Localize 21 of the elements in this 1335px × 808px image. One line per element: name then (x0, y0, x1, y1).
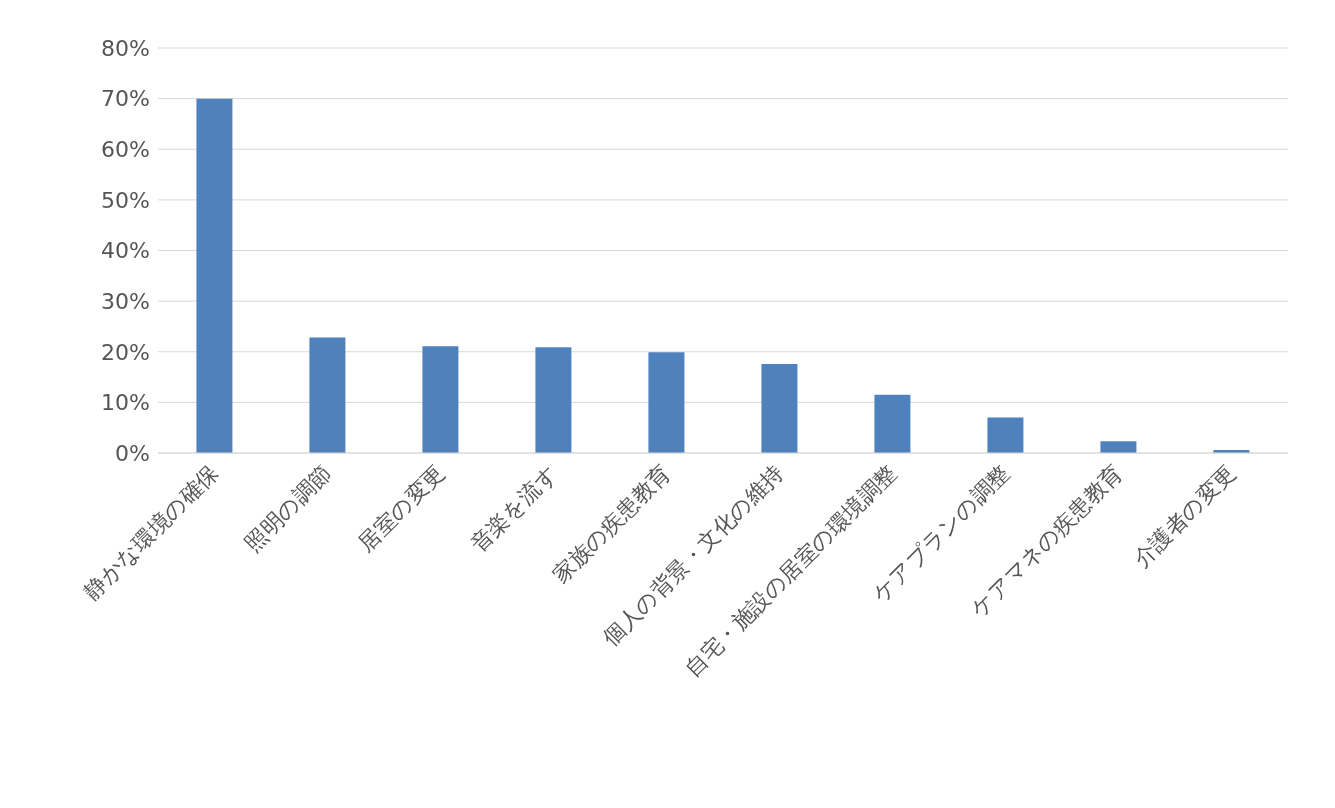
x-tick-label: 介護者の変更 (1128, 460, 1241, 572)
bar (987, 417, 1024, 453)
bar (761, 363, 798, 453)
bar (309, 337, 346, 453)
y-tick-label: 80% (101, 35, 150, 61)
bar (535, 347, 572, 453)
y-tick-label: 50% (101, 187, 150, 213)
y-tick-label: 10% (101, 390, 150, 416)
bar (196, 98, 233, 453)
y-tick-label: 60% (101, 137, 150, 163)
y-tick-label: 70% (101, 86, 150, 112)
x-tick-label: 居室の変更 (353, 460, 450, 557)
y-tick-label: 20% (101, 339, 150, 365)
y-tick-label: 30% (101, 288, 150, 314)
bar (1100, 441, 1137, 453)
y-tick-label: 40% (101, 238, 150, 264)
bar (648, 352, 685, 453)
bar (422, 346, 459, 453)
bar (874, 394, 911, 453)
x-tick-label: 照明の調節 (240, 460, 337, 557)
x-tick-label: 音楽を流す (465, 460, 563, 558)
